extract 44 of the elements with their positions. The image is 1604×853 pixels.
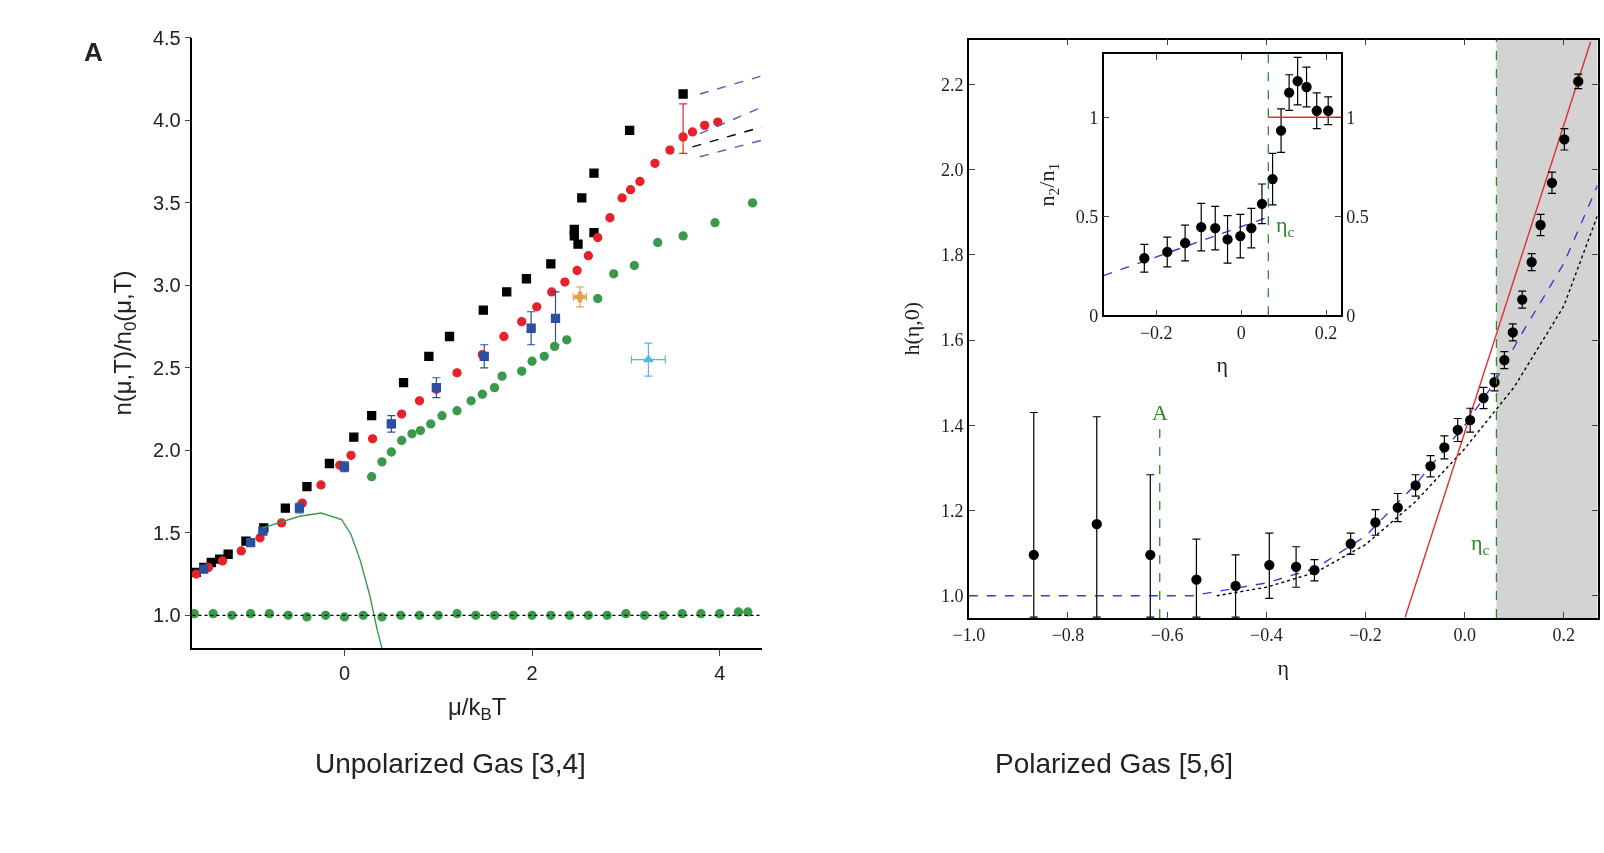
x-axis-title: μ/k$_{B}$T xyxy=(448,692,507,724)
y-tick-label: 1.2 xyxy=(940,500,964,521)
y-axis-title: h(η,0) xyxy=(899,301,925,356)
y-tick-label: 4.0 xyxy=(152,109,181,132)
y-tick-label: 0.5 xyxy=(1075,206,1099,227)
y-tick-label: 1 xyxy=(1089,107,1099,128)
y-tick-label: 2.0 xyxy=(152,439,181,462)
y-tick-label: 2.0 xyxy=(940,159,964,180)
x-tick-label: 2 xyxy=(526,662,538,685)
y-tick-label: 0 xyxy=(1089,305,1099,326)
x-tick-label: −0.8 xyxy=(1051,625,1085,646)
x-axis-title: η xyxy=(1277,654,1289,680)
y2-tick-label: 1 xyxy=(1346,107,1356,128)
x-tick-label: −0.2 xyxy=(1349,625,1382,646)
y-tick-label: 1.8 xyxy=(940,245,964,266)
text: A xyxy=(84,37,103,67)
ref-line-label: η$_{c}$ xyxy=(1276,212,1295,240)
x-tick-label: 0 xyxy=(338,662,351,685)
y-tick-label: 4.5 xyxy=(152,26,181,49)
y-tick-label: 3.5 xyxy=(152,191,181,214)
y-tick-label: 1.0 xyxy=(940,586,964,607)
y-tick-label: 1.6 xyxy=(940,330,964,351)
x-tick-label: −0.2 xyxy=(1139,322,1173,343)
y-tick-label: 3.0 xyxy=(152,274,181,297)
x-tick-label: −1.0 xyxy=(952,625,986,646)
x-tick-label: −0.4 xyxy=(1250,625,1283,646)
x-tick-label: −0.6 xyxy=(1150,625,1184,646)
text: Polarized Gas [5,6] xyxy=(995,748,1234,779)
x-axis-title: η xyxy=(1216,352,1229,378)
ref-line-label: A xyxy=(1152,400,1168,425)
y-tick-label: 1.0 xyxy=(152,604,181,627)
y-tick-label: 1.4 xyxy=(940,415,964,436)
x-tick-label: 0.2 xyxy=(1314,322,1338,343)
y-tick-label: 2.2 xyxy=(940,74,964,95)
x-tick-label: 0.0 xyxy=(1453,625,1476,646)
x-tick-label: 4 xyxy=(714,662,726,685)
x-tick-label: 0.2 xyxy=(1552,625,1576,646)
text: Unpolarized Gas [3,4] xyxy=(315,748,586,779)
y-tick-label: 2.5 xyxy=(152,356,181,379)
y2-tick-label: 0.5 xyxy=(1346,206,1369,227)
ref-line-label: η$_{c}$ xyxy=(1471,530,1490,558)
y-tick-label: 1.5 xyxy=(152,521,181,544)
x-tick-label: 0 xyxy=(1236,322,1246,343)
y2-tick-label: 0 xyxy=(1346,305,1356,326)
